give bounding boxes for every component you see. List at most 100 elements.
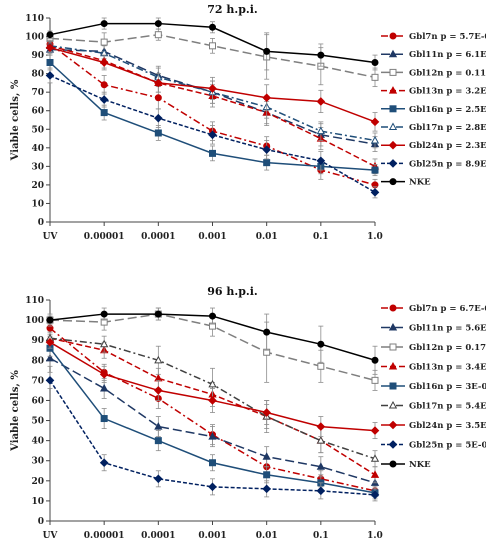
- data-point: [100, 415, 108, 423]
- data-point: [316, 97, 326, 106]
- data-point: [46, 31, 54, 39]
- y-tick-label: 70: [31, 88, 44, 98]
- legend-swatch-marker: [388, 49, 398, 58]
- data-point: [100, 339, 109, 348]
- data-point: [371, 356, 379, 364]
- legend-swatch-marker: [389, 32, 397, 40]
- data-point: [154, 355, 163, 364]
- data-point: [209, 42, 216, 50]
- x-tick-label: 0.0001: [141, 531, 175, 541]
- series-gbl16n: [46, 54, 379, 177]
- data-point: [100, 81, 108, 89]
- data-point: [262, 484, 271, 494]
- data-point: [100, 109, 108, 117]
- data-point: [317, 51, 325, 59]
- data-point: [262, 408, 271, 417]
- data-point: [154, 422, 163, 430]
- legend-entry: Gbl17n p = 2.8E-03: [409, 123, 486, 133]
- y-tick-label: 30: [31, 457, 44, 467]
- series-gbl24n: [45, 41, 380, 132]
- legend-swatch-marker: [388, 362, 398, 370]
- legend-entry: Gbl7n p = 5.7E-04: [409, 32, 486, 42]
- data-point: [209, 312, 216, 320]
- data-point: [263, 471, 271, 479]
- y-axis-title: Viable cells, %: [10, 79, 21, 161]
- data-point: [100, 310, 108, 318]
- data-point: [154, 437, 162, 445]
- legend-swatch-marker: [388, 420, 398, 430]
- legend-entry: Gbl25n p = 8.9E-05: [409, 159, 486, 169]
- data-point: [208, 130, 217, 140]
- data-point: [99, 458, 109, 468]
- data-point: [99, 95, 109, 104]
- y-tick-label: 10: [31, 199, 44, 209]
- data-point: [370, 454, 380, 462]
- legend-swatch-marker: [389, 105, 397, 113]
- data-point: [154, 31, 162, 39]
- data-point: [370, 188, 380, 197]
- legend-entry: Gbl7n p = 6.7E-04: [409, 304, 486, 314]
- series-nke: [46, 307, 379, 375]
- data-point: [100, 383, 109, 392]
- data-point: [208, 396, 217, 405]
- x-tick-label: UV: [43, 531, 59, 541]
- data-point: [262, 452, 271, 460]
- data-point: [154, 113, 163, 123]
- y-tick-label: 60: [31, 396, 44, 406]
- x-tick-label: 1.0: [367, 531, 383, 541]
- y-tick-label: 110: [25, 14, 44, 24]
- y-axis-title: Viable cells, %: [10, 370, 21, 452]
- legend-entry: Gbl11n p = 5.6E-05: [409, 324, 486, 334]
- legend-swatch-marker: [389, 178, 397, 186]
- data-point: [154, 78, 163, 88]
- legend-swatch-marker: [389, 343, 397, 351]
- y-tick-label: 80: [31, 70, 44, 80]
- data-point: [45, 353, 55, 362]
- legend-entry: Gbl16n p = 3E-06: [409, 382, 486, 392]
- data-point: [371, 376, 379, 384]
- data-point: [370, 490, 380, 500]
- legend-entry: NKE: [409, 178, 431, 188]
- data-point: [371, 59, 379, 67]
- data-point: [100, 38, 108, 46]
- data-point: [316, 126, 325, 135]
- data-point: [262, 145, 271, 154]
- series-gbl16n: [46, 339, 379, 500]
- data-point: [316, 156, 326, 166]
- data-point: [208, 84, 217, 93]
- data-point: [209, 149, 216, 157]
- data-point: [317, 340, 325, 348]
- y-tick-label: 80: [31, 356, 44, 366]
- x-tick-label: 0.1: [313, 232, 329, 242]
- x-tick-label: 0.01: [256, 531, 278, 541]
- x-tick-label: 0.001: [198, 232, 226, 242]
- legend-entry: Gbl24n p = 3.5E-06: [409, 421, 486, 431]
- y-tick-label: 50: [31, 417, 44, 427]
- legend-entry: NKE: [409, 460, 431, 470]
- x-tick-label: 0.01: [256, 232, 278, 242]
- y-tick-label: 30: [31, 162, 44, 172]
- legend-entry: Gbl13n p = 3.4E-03: [409, 363, 486, 373]
- y-tick-label: 90: [31, 51, 44, 61]
- legend-entry: Gbl13n p = 3.2E-03: [409, 87, 486, 97]
- chart-title: 72 h.p.i.: [207, 3, 258, 16]
- y-tick-label: 70: [31, 376, 44, 386]
- data-point: [154, 386, 163, 395]
- data-point: [371, 166, 379, 174]
- data-point: [46, 316, 54, 324]
- y-tick-label: 100: [25, 33, 44, 43]
- y-tick-label: 110: [25, 296, 44, 306]
- legend-entry: Gbl25n p = 5E-08: [409, 441, 486, 451]
- x-tick-label: 0.0001: [141, 232, 175, 242]
- data-point: [262, 93, 271, 103]
- legend: Gbl7n p = 6.7E-04 Gbl11n p = 5.6E-05 Gbl12…: [381, 304, 486, 470]
- data-point: [45, 337, 55, 347]
- y-tick-label: 50: [31, 125, 44, 135]
- y-tick-label: 100: [25, 316, 44, 326]
- data-point: [99, 370, 109, 379]
- x-tick-label: 0.001: [198, 531, 226, 541]
- y-tick-label: 60: [31, 107, 44, 117]
- data-point: [370, 426, 380, 435]
- chart-panel-96h: 96 h.p.i. 0 10 20 30 40 50 60 70 80 90 100 110 UV 0.00…: [10, 285, 486, 541]
